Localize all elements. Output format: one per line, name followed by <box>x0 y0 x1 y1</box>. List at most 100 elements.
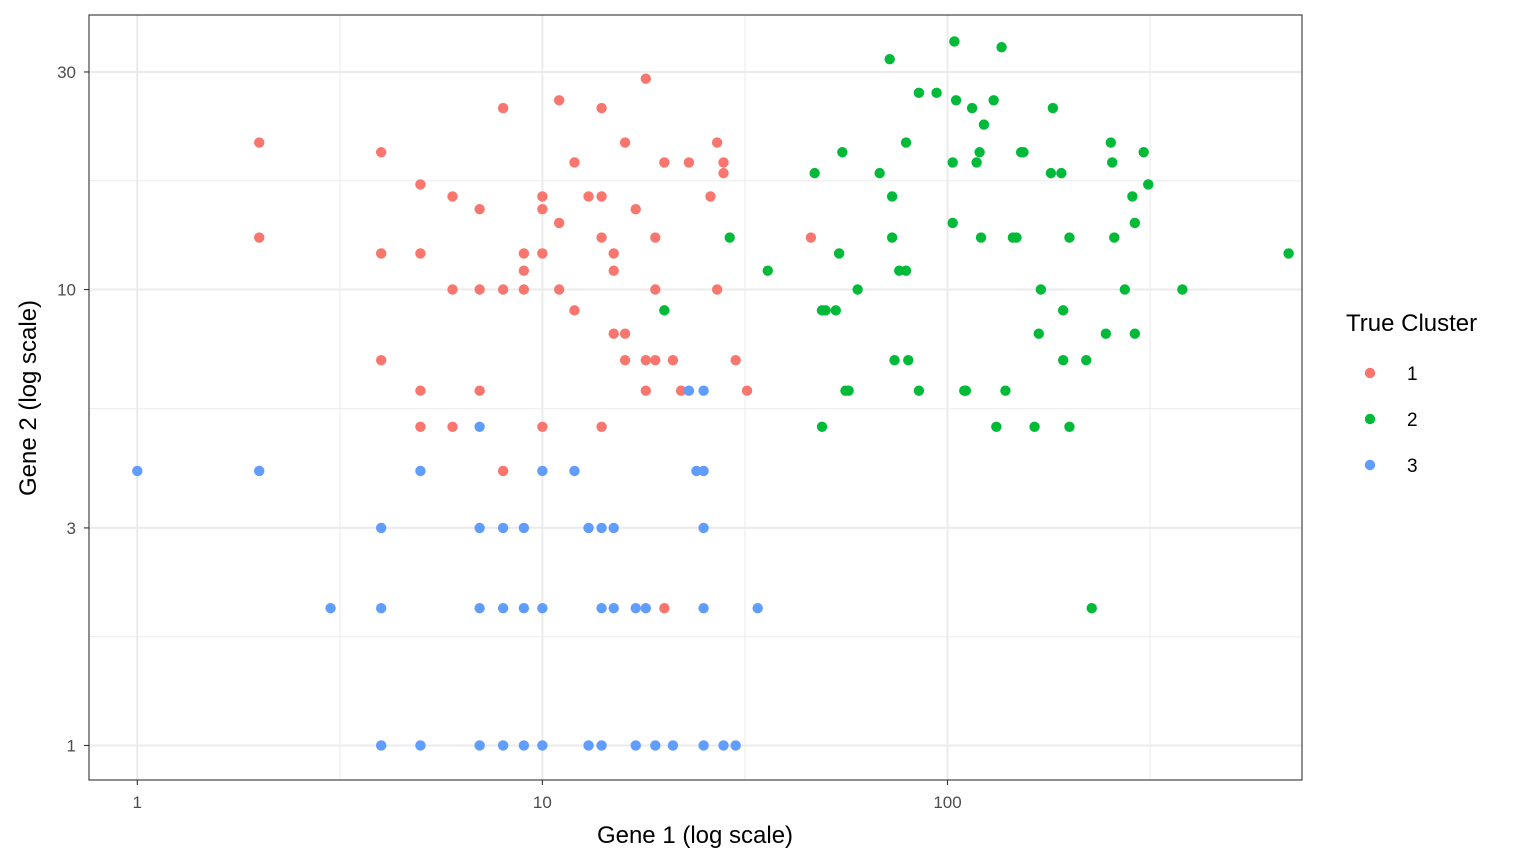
data-point-cluster-3 <box>650 740 661 751</box>
data-point-cluster-3 <box>608 603 619 614</box>
legend: True Cluster 1 2 3 <box>1346 310 1477 477</box>
y-tick-label: 3 <box>67 519 76 538</box>
data-point-cluster-2 <box>1064 232 1075 243</box>
data-point-cluster-2 <box>949 36 960 47</box>
data-point-cluster-3 <box>474 522 485 534</box>
data-point-cluster-1 <box>659 157 670 168</box>
data-point-cluster-2 <box>1057 354 1069 366</box>
data-point-cluster-2 <box>1047 102 1059 114</box>
data-point-cluster-1 <box>254 232 265 243</box>
data-point-cluster-2 <box>1138 147 1149 158</box>
y-tick-label: 10 <box>57 281 76 300</box>
data-point-cluster-2 <box>1107 157 1118 168</box>
data-point-cluster-3 <box>730 740 741 751</box>
data-point-cluster-1 <box>518 265 530 276</box>
data-point-cluster-1 <box>741 385 753 396</box>
data-point-cluster-3 <box>718 740 729 751</box>
data-point-cluster-2 <box>762 265 773 276</box>
plot-panel <box>89 15 1302 780</box>
data-point-cluster-1 <box>497 284 509 295</box>
data-point-cluster-2 <box>1000 385 1011 396</box>
data-point-cluster-2 <box>913 87 925 99</box>
data-point-cluster-1 <box>415 385 426 396</box>
data-point-cluster-3 <box>583 740 594 751</box>
data-point-cluster-2 <box>903 354 914 366</box>
data-point-cluster-1 <box>608 248 619 259</box>
data-point-cluster-2 <box>971 157 982 168</box>
data-point-cluster-3 <box>474 421 485 432</box>
y-axis-title: Gene 2 (log scale) <box>15 300 42 496</box>
data-point-cluster-2 <box>947 217 958 229</box>
data-point-cluster-2 <box>816 421 828 432</box>
data-point-cluster-3 <box>497 522 509 534</box>
x-tick-label: 10 <box>533 793 552 812</box>
data-point-cluster-3 <box>698 740 709 751</box>
data-point-cluster-3 <box>375 522 387 534</box>
x-axis-title: Gene 1 (log scale) <box>597 822 793 849</box>
data-point-cluster-1 <box>537 204 548 215</box>
data-point-cluster-1 <box>596 102 607 114</box>
data-point-cluster-1 <box>650 284 661 295</box>
data-point-cluster-1 <box>596 421 607 432</box>
data-point-cluster-1 <box>553 284 565 295</box>
data-point-cluster-2 <box>1127 191 1138 202</box>
data-point-cluster-1 <box>630 204 641 215</box>
data-point-cluster-2 <box>1129 328 1141 339</box>
data-point-cluster-3 <box>325 603 336 614</box>
grid-lines <box>89 15 1302 780</box>
data-point-cluster-1 <box>650 232 661 243</box>
data-point-cluster-2 <box>833 248 845 259</box>
data-point-cluster-3 <box>415 465 426 477</box>
data-point-cluster-3 <box>608 522 619 534</box>
data-point-cluster-1 <box>553 217 565 229</box>
legend-label-2: 2 <box>1407 410 1418 431</box>
data-point-cluster-2 <box>886 191 898 202</box>
data-point-cluster-1 <box>640 385 652 396</box>
data-point-cluster-1 <box>537 421 548 432</box>
legend-title: True Cluster <box>1346 310 1477 337</box>
data-point-cluster-3 <box>474 740 485 751</box>
data-point-cluster-2 <box>1057 305 1069 316</box>
data-point-cluster-2 <box>960 385 972 396</box>
data-point-cluster-1 <box>415 248 426 259</box>
data-point-cluster-1 <box>730 354 741 366</box>
data-point-cluster-3 <box>474 603 485 614</box>
data-point-cluster-2 <box>1033 328 1044 339</box>
data-point-cluster-1 <box>497 102 509 114</box>
data-point-cluster-1 <box>375 248 387 259</box>
data-point-cluster-2 <box>1283 248 1294 259</box>
data-point-cluster-2 <box>1143 179 1154 190</box>
data-point-cluster-1 <box>518 284 530 295</box>
data-point-cluster-3 <box>537 740 548 751</box>
data-point-cluster-3 <box>132 465 143 477</box>
data-point-cluster-3 <box>630 740 641 751</box>
data-point-cluster-3 <box>518 740 530 751</box>
data-point-cluster-1 <box>447 421 458 432</box>
legend-label-1: 1 <box>1407 364 1418 385</box>
data-point-cluster-3 <box>698 465 709 477</box>
data-point-cluster-3 <box>518 522 530 534</box>
data-point-cluster-1 <box>718 157 729 168</box>
data-point-cluster-1 <box>619 137 631 148</box>
data-point-cluster-3 <box>698 603 709 614</box>
legend-key-3 <box>1364 459 1376 471</box>
data-point-cluster-1 <box>667 354 679 366</box>
data-point-cluster-2 <box>966 102 978 114</box>
data-point-cluster-1 <box>537 191 548 202</box>
data-point-cluster-3 <box>596 522 607 534</box>
data-point-cluster-2 <box>931 87 942 99</box>
data-point-cluster-2 <box>900 137 912 148</box>
data-point-cluster-2 <box>1177 284 1188 295</box>
data-point-cluster-1 <box>569 305 580 316</box>
data-point-cluster-2 <box>874 167 885 179</box>
data-point-cluster-2 <box>900 265 912 276</box>
data-point-cluster-3 <box>518 603 530 614</box>
data-point-cluster-2 <box>809 167 820 179</box>
data-point-cluster-2 <box>913 385 925 396</box>
data-point-cluster-2 <box>889 354 900 366</box>
data-point-cluster-1 <box>596 232 607 243</box>
data-point-cluster-2 <box>991 421 1002 432</box>
data-point-cluster-2 <box>1081 354 1092 366</box>
data-point-cluster-2 <box>988 95 999 106</box>
